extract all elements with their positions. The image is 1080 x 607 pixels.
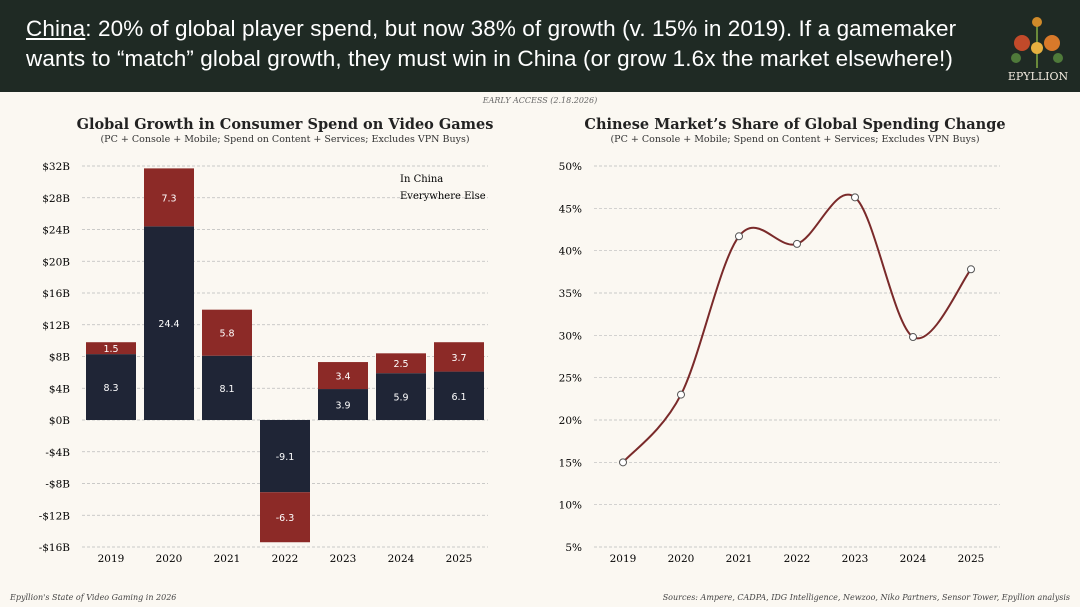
bar-label-china: 2.5	[393, 359, 408, 370]
line-x-tick: 2025	[958, 553, 985, 565]
share-point	[851, 193, 859, 202]
bar-label-china: 7.3	[161, 193, 176, 204]
brand-name: EPYLLION	[1007, 70, 1069, 83]
line-y-tick: 5%	[565, 542, 582, 554]
headline: China: 20% of global player spend, but n…	[26, 14, 1006, 74]
bar-label-china: -6.3	[276, 513, 295, 524]
bar-china	[376, 353, 426, 374]
bar-x-tick: 2023	[330, 553, 357, 565]
bar-y-tick: $24B	[42, 225, 70, 237]
bar-everywhere-else	[202, 355, 252, 420]
bar-chart-subtitle: (PC + Console + Mobile; Spend on Content…	[100, 134, 470, 145]
bar-label-china: 5.8	[219, 329, 234, 340]
footer-right: Sources: Ampere, CADPA, IDG Intelligence…	[662, 593, 1070, 602]
bar-china	[260, 492, 310, 543]
bar-y-tick: $28B	[42, 193, 70, 205]
bar-label-everywhere-else: 24.4	[158, 319, 179, 330]
share-point	[677, 390, 685, 399]
bar-y-tick: $32B	[42, 161, 70, 173]
bar-chart-title: Global Growth in Consumer Spend on Video…	[76, 116, 494, 133]
footer-left: Epyllion's State of Video Gaming in 2026	[10, 593, 177, 602]
bar-x-tick: 2020	[156, 553, 183, 565]
line-chart-title: Chinese Market’s Share of Global Spendin…	[584, 116, 1006, 133]
bar-x-tick: 2024	[388, 553, 415, 565]
line-x-tick: 2023	[842, 553, 869, 565]
share-point	[793, 239, 801, 248]
bar-label-everywhere-else: 6.1	[451, 392, 466, 403]
bar-y-tick: $8B	[49, 352, 70, 364]
bar-y-tick: $0B	[49, 415, 70, 427]
bar-x-tick: 2019	[98, 553, 125, 565]
bar-label-everywhere-else: 3.9	[335, 401, 350, 412]
line-y-tick: 50%	[559, 161, 582, 173]
line-y-tick: 40%	[559, 246, 582, 258]
line-x-tick: 2022	[784, 553, 811, 565]
bar-label-china: 1.5	[103, 344, 118, 355]
bar-china	[144, 168, 194, 227]
bar-label-china: 3.4	[335, 372, 350, 383]
line-chart-subtitle: (PC + Console + Mobile; Spend on Content…	[610, 134, 980, 145]
bar-y-tick: -$8B	[45, 479, 70, 491]
line-x-tick: 2024	[900, 553, 927, 565]
header-banner	[0, 0, 1080, 92]
line-x-tick: 2020	[668, 553, 695, 565]
bar-y-tick: $12B	[42, 320, 70, 332]
line-y-tick: 25%	[559, 373, 582, 385]
line-x-tick: 2019	[610, 553, 637, 565]
line-y-tick: 10%	[559, 500, 582, 512]
bar-everywhere-else	[434, 371, 484, 420]
line-y-tick: 30%	[559, 330, 582, 342]
bar-everywhere-else	[318, 389, 368, 420]
bar-y-tick: $4B	[49, 383, 70, 395]
share-point	[909, 333, 917, 342]
bar-y-tick: -$4B	[45, 447, 70, 459]
bar-china	[202, 309, 252, 356]
bar-y-tick: $20B	[42, 256, 70, 268]
bar-label-everywhere-else: 8.1	[219, 384, 234, 395]
bar-everywhere-else	[260, 420, 310, 493]
line-y-tick: 20%	[559, 415, 582, 427]
bar-x-tick: 2025	[446, 553, 473, 565]
line-y-tick: 45%	[559, 203, 582, 215]
headline-rest: : 20% of global player spend, but now 38…	[26, 16, 957, 71]
bar-label-everywhere-else: 5.9	[393, 393, 408, 404]
bar-label-everywhere-else: -9.1	[276, 452, 295, 463]
bar-china	[434, 342, 484, 372]
early-access-label: EARLY ACCESS (2.18.2026)	[482, 96, 598, 105]
headline-lead: China	[26, 16, 86, 41]
line-y-tick: 15%	[559, 457, 582, 469]
line-x-tick: 2021	[726, 553, 753, 565]
bar-china	[86, 342, 136, 355]
line-y-tick: 35%	[559, 288, 582, 300]
bar-everywhere-else	[376, 373, 426, 420]
bar-x-tick: 2022	[272, 553, 299, 565]
bar-y-tick: $16B	[42, 288, 70, 300]
bar-x-tick: 2021	[214, 553, 241, 565]
bar-label-everywhere-else: 8.3	[103, 383, 118, 394]
legend-everywhere-else: Everywhere Else	[400, 191, 486, 202]
bar-y-tick: -$16B	[39, 542, 71, 554]
bar-y-tick: -$12B	[39, 510, 71, 522]
floral-logo-icon	[1011, 17, 1063, 68]
bar-china	[318, 362, 368, 390]
bar-everywhere-else	[86, 354, 136, 420]
share-point	[619, 458, 627, 467]
bar-label-china: 3.7	[451, 353, 466, 364]
share-point	[735, 232, 743, 241]
share-line	[622, 193, 972, 463]
bar-everywhere-else	[144, 226, 194, 420]
legend-in-china: In China	[400, 174, 443, 185]
share-point	[967, 265, 975, 274]
